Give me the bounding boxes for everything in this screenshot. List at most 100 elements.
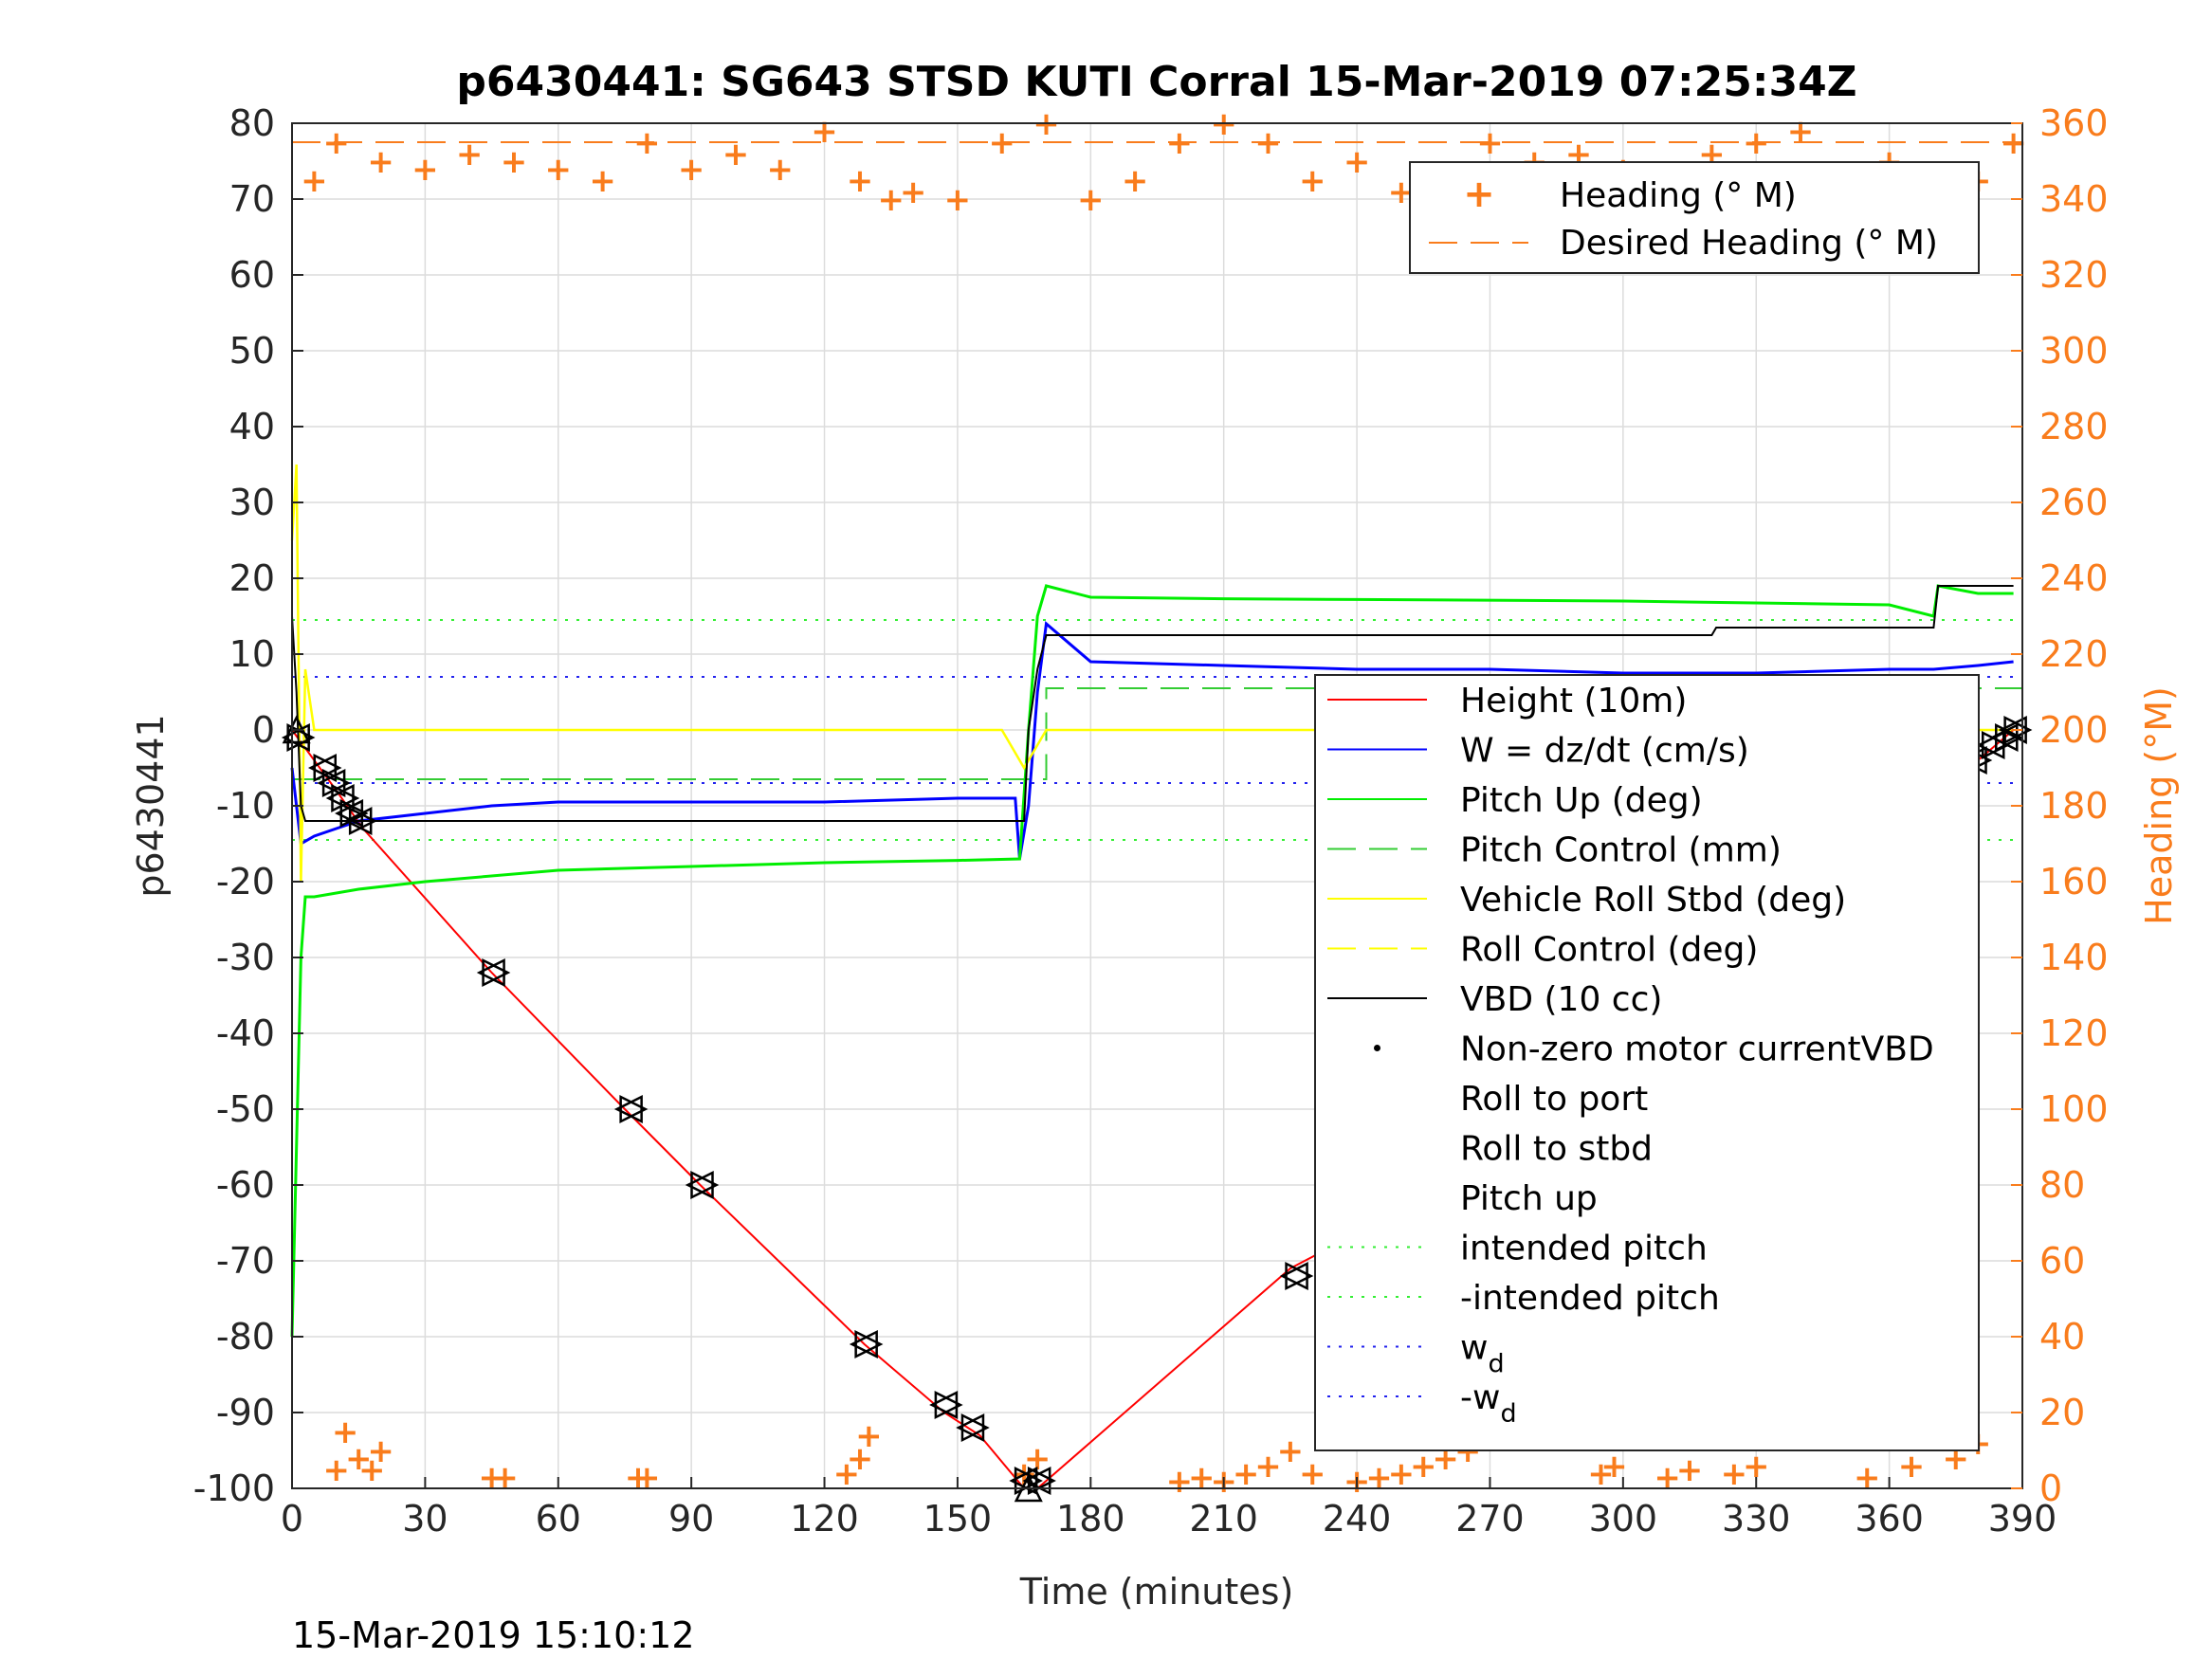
heading-point: + — [1344, 143, 1371, 181]
legend-heading-symbol-0: + — [1463, 173, 1495, 216]
heading-point: + — [1388, 1455, 1416, 1493]
legend-label: Pitch Up (deg) — [1460, 781, 1703, 820]
heading-point: + — [323, 1451, 351, 1489]
legend-label-text: Vehicle Roll Stbd (deg) — [1460, 881, 1846, 920]
legend-label-text: w — [1460, 1329, 1488, 1368]
roll-to-stbd-marker — [286, 722, 316, 753]
heading-point: + — [1254, 1448, 1282, 1486]
heading-point: + — [478, 1459, 505, 1497]
legend-label-text: W = dz/dt (cm/s) — [1460, 732, 1749, 771]
x-tick-label: 0 — [281, 1498, 303, 1540]
roll-to-port-marker — [281, 722, 310, 753]
legend-label-text: Non-zero motor currentVBD — [1460, 1030, 1934, 1069]
legend-label: Roll to stbd — [1460, 1130, 1653, 1169]
y-tick-label: 20 — [229, 557, 275, 599]
legend-main-rows: Height (10m) W = dz/dt (cm/s) Pitch Up (de… — [1327, 682, 1934, 1429]
heading-point: + — [1410, 1448, 1437, 1486]
heading-point: + — [1166, 1463, 1194, 1501]
heading-point: + — [1077, 181, 1105, 219]
y2-tick-label: 320 — [2039, 254, 2109, 296]
roll-to-stbd-marker — [482, 957, 511, 988]
heading-point: + — [332, 1413, 359, 1451]
roll-to-stbd-marker — [331, 783, 360, 813]
heading-point: + — [1233, 1455, 1260, 1493]
x-tick-label: 330 — [1722, 1498, 1791, 1540]
x-tick-label: 210 — [1189, 1498, 1258, 1540]
heading-point: + — [1365, 1459, 1393, 1497]
legend-label-text: Height (10m) — [1460, 682, 1687, 720]
heading-point: + — [1898, 1448, 1926, 1486]
heading-point: + — [1299, 162, 1326, 200]
x-tick-label: 90 — [668, 1498, 714, 1540]
x-tick-label: 270 — [1455, 1498, 1525, 1540]
heading-point: + — [358, 1451, 386, 1489]
roll-to-stbd-marker — [854, 1329, 884, 1359]
chart-title: p6430441: SG643 STSD KUTI Corral 15-Mar-… — [456, 58, 1856, 106]
heading-point: + — [456, 136, 484, 173]
roll-to-port-marker — [1998, 715, 2027, 745]
y2-tick-label: 220 — [2039, 633, 2109, 675]
legend-label-text: intended pitch — [1460, 1230, 1708, 1268]
y-tick-label: 40 — [229, 406, 275, 447]
y2-tick-label: 60 — [2039, 1240, 2085, 1282]
roll-to-port-marker — [929, 1390, 959, 1420]
roll-to-stbd-marker — [339, 798, 369, 829]
legend-label: Vehicle Roll Stbd (deg) — [1460, 881, 1846, 920]
y2-tick-label: 40 — [2039, 1316, 2085, 1358]
y2-tick-label: 300 — [2039, 330, 2109, 372]
y-tick-label: -80 — [216, 1316, 275, 1358]
heading-point: + — [1654, 1459, 1681, 1497]
roll-to-port-marker — [613, 1094, 643, 1124]
x-tick-label: 120 — [790, 1498, 859, 1540]
y-tick-label: -50 — [216, 1088, 275, 1130]
y-axis-label: p6430441 — [130, 714, 172, 897]
x-tick-label: 180 — [1056, 1498, 1125, 1540]
y2-tick-label: 80 — [2039, 1164, 2085, 1206]
heading-point: + — [323, 124, 351, 162]
heading-point: + — [944, 181, 972, 219]
legend-label-text: Pitch Control (mm) — [1460, 831, 1782, 870]
x-tick-label: 60 — [536, 1498, 581, 1540]
roll-to-stbd-marker — [1285, 1261, 1314, 1291]
roll-to-stbd-marker — [313, 753, 342, 783]
legend-label-text: Pitch up — [1460, 1179, 1598, 1218]
y-tick-label: 10 — [229, 633, 275, 675]
y-tick-label: -10 — [216, 785, 275, 827]
roll-to-port-marker — [476, 957, 505, 988]
heading-point: + — [491, 1459, 519, 1497]
heading-point: + — [722, 136, 750, 173]
legend-label-text: -intended pitch — [1460, 1279, 1720, 1318]
roll-to-stbd-marker — [1027, 1466, 1056, 1496]
x-tick-label: 360 — [1855, 1498, 1924, 1540]
heading-point: + — [625, 1459, 652, 1497]
y-tick-label: 70 — [229, 178, 275, 220]
roll-to-stbd-marker — [1995, 722, 2024, 753]
heading-point: + — [1721, 1455, 1748, 1493]
legend-label-text: Roll Control (deg) — [1460, 931, 1758, 970]
y-tick-label: -100 — [193, 1468, 275, 1509]
legend-label: Pitch Control (mm) — [1460, 831, 1782, 870]
legend-label: W = dz/dt (cm/s) — [1460, 732, 1749, 771]
roll-to-stbd-marker — [321, 768, 351, 798]
y-tick-label: -90 — [216, 1392, 275, 1433]
heading-point: + — [988, 124, 1015, 162]
x-axis-ticks: 0 30 60 90 120 150 180 210 240 270 300 330 360 390 — [281, 1477, 2057, 1540]
y2-axis-ticks: 3603403203002802602402202001801601401201… — [2011, 102, 2109, 1509]
heading-point: + — [345, 1440, 373, 1478]
y-axis-ticks: 80 70 60 50 40 30 20 10 0 -10 -20 -30 -40 -50 -60 -70 -8… — [193, 102, 303, 1509]
legend-label: Height (10m) — [1460, 682, 1687, 720]
y2-tick-label: 100 — [2039, 1088, 2109, 1130]
roll-to-stbd-marker — [690, 1170, 720, 1200]
roll-to-port-marker — [849, 1329, 878, 1359]
y2-tick-label: 120 — [2039, 1012, 2109, 1054]
heading-point: + — [1476, 124, 1504, 162]
heading-point: + — [811, 113, 838, 151]
x-tick-label: 240 — [1323, 1498, 1392, 1540]
heading-point: + — [766, 151, 794, 189]
heading-point: + — [411, 151, 439, 189]
heading-point: + — [1587, 1455, 1615, 1493]
heading-point: + — [633, 124, 661, 162]
heading-point: + — [1743, 124, 1770, 162]
roll-to-stbd-marker — [348, 806, 377, 836]
y2-tick-label: 360 — [2039, 102, 2109, 144]
